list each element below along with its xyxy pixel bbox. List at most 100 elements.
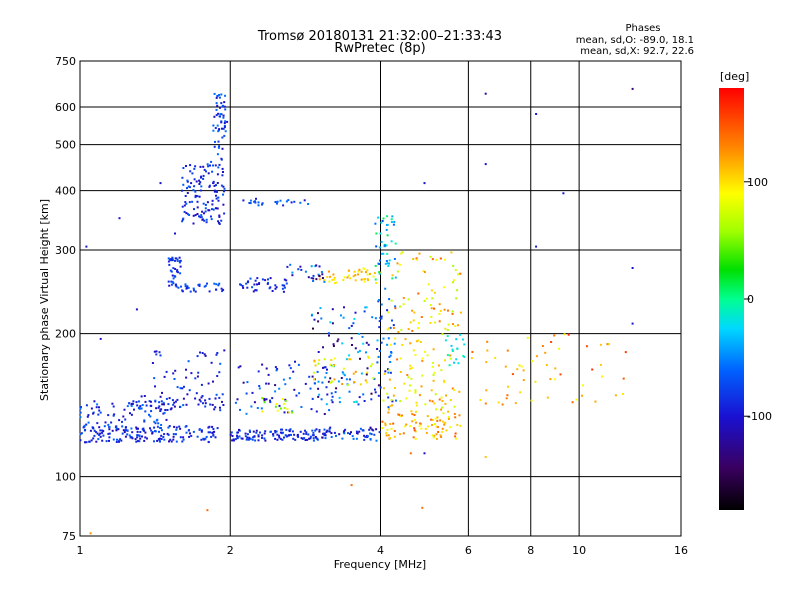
data-point <box>326 429 329 432</box>
data-point <box>414 389 417 392</box>
data-point <box>249 199 252 202</box>
data-point <box>245 438 248 441</box>
data-point <box>281 431 284 434</box>
data-point <box>559 373 562 376</box>
data-point <box>115 441 118 443</box>
data-point <box>383 245 386 248</box>
data-point <box>439 419 442 422</box>
data-point <box>421 374 424 377</box>
data-point <box>315 436 318 439</box>
data-point <box>269 430 272 433</box>
data-point <box>194 194 197 197</box>
data-point <box>391 400 394 403</box>
data-point <box>192 287 195 290</box>
data-point <box>369 272 371 275</box>
data-point <box>299 265 302 268</box>
data-point <box>179 405 182 408</box>
data-point <box>435 258 438 261</box>
data-point <box>366 269 369 272</box>
data-point <box>360 372 363 375</box>
data-point <box>370 392 373 395</box>
data-point <box>340 314 342 317</box>
data-point <box>212 164 214 167</box>
data-point <box>218 223 221 225</box>
data-point <box>501 403 504 406</box>
data-point <box>382 399 385 402</box>
data-point <box>274 390 277 393</box>
data-point <box>562 192 565 195</box>
data-point <box>385 434 388 437</box>
data-point <box>331 322 334 325</box>
data-point <box>99 337 102 340</box>
data-point <box>484 402 487 405</box>
grid-lines <box>80 61 681 536</box>
data-point <box>154 422 157 425</box>
data-point <box>369 427 372 430</box>
data-point <box>622 393 624 395</box>
data-point <box>224 94 226 97</box>
data-point <box>355 437 358 440</box>
data-point <box>438 398 441 401</box>
data-point <box>261 278 264 281</box>
data-point <box>175 426 178 429</box>
data-point <box>349 358 352 361</box>
data-point <box>163 433 166 436</box>
data-point <box>222 404 225 406</box>
data-point <box>452 281 454 284</box>
data-point <box>249 437 252 440</box>
data-point <box>338 401 341 404</box>
colorbar-tick-labels: 100 0 -100 <box>744 176 772 423</box>
data-point <box>123 431 126 434</box>
data-point <box>137 407 140 409</box>
data-point <box>272 434 275 437</box>
data-point <box>338 433 341 436</box>
data-point <box>400 252 403 255</box>
data-point <box>414 391 417 394</box>
data-point <box>451 312 454 315</box>
data-point <box>207 426 210 429</box>
data-point <box>118 440 120 443</box>
data-point <box>412 349 415 352</box>
data-point <box>386 252 389 255</box>
data-point <box>143 419 146 422</box>
data-point <box>130 404 133 407</box>
data-point <box>216 182 219 184</box>
data-point <box>445 394 447 397</box>
data-point <box>174 284 177 287</box>
data-point <box>323 366 326 369</box>
data-point <box>304 429 306 432</box>
data-point <box>203 438 206 441</box>
data-point <box>399 371 402 373</box>
data-point <box>279 437 282 440</box>
data-point <box>173 401 176 404</box>
data-point <box>370 433 373 436</box>
data-point <box>150 404 153 407</box>
data-point <box>178 425 181 428</box>
data-point <box>274 366 277 369</box>
data-point <box>318 393 321 396</box>
data-point <box>447 416 450 419</box>
data-point <box>275 430 278 433</box>
data-point <box>258 283 260 285</box>
data-point <box>176 398 179 401</box>
data-point <box>200 383 203 386</box>
data-point <box>364 278 366 281</box>
data-point <box>382 217 385 220</box>
data-point <box>348 378 351 381</box>
data-point <box>389 437 391 439</box>
data-point <box>436 416 439 419</box>
data-point <box>207 172 210 175</box>
data-point <box>301 438 304 440</box>
data-point <box>354 274 357 277</box>
data-point <box>414 354 417 356</box>
colorbar-tick-label: -100 <box>747 410 772 423</box>
data-point <box>135 427 138 430</box>
data-point <box>415 340 418 343</box>
data-point <box>170 259 173 262</box>
data-point <box>444 402 447 405</box>
data-point <box>333 278 336 281</box>
data-point <box>283 411 286 414</box>
data-point <box>424 427 427 430</box>
data-point <box>585 345 588 348</box>
data-point <box>341 383 344 385</box>
